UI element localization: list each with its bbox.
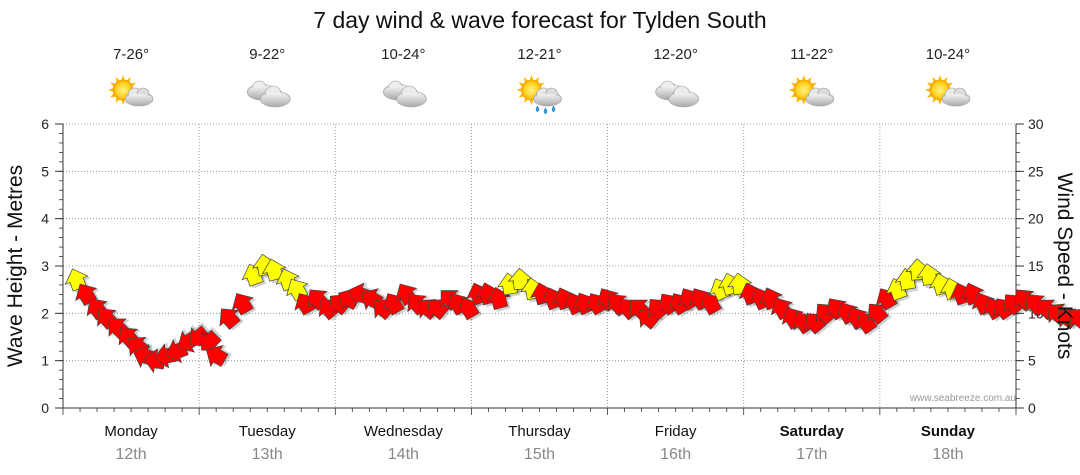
temperature-range: 12-20°: [653, 46, 697, 63]
day-label: Saturday: [780, 423, 845, 440]
y-right-tick-label: 15: [1028, 258, 1044, 274]
date-label: 13th: [252, 446, 283, 463]
chart-title: 7 day wind & wave forecast for Tylden So…: [313, 7, 766, 33]
date-label: 18th: [932, 446, 963, 463]
wind-arrow: [700, 293, 725, 317]
temperature-range: 9-22°: [249, 46, 285, 63]
date-label: 16th: [660, 446, 691, 463]
date-label: 14th: [388, 446, 419, 463]
sun-cloud-icon: [924, 75, 971, 107]
day-label: Sunday: [921, 423, 976, 440]
cloud-icon: [383, 80, 427, 108]
temperature-range: 12-21°: [517, 46, 561, 63]
credit-text: www.seabreeze.com.au: [909, 393, 1016, 404]
wind-arrow: [804, 313, 830, 336]
wind-arrow: [867, 303, 892, 326]
wind-arrow: [231, 293, 257, 317]
y-left-tick-label: 2: [41, 305, 49, 321]
y-right-axis-title: Wind Speed - Knots: [1053, 173, 1076, 360]
y-right-tick-label: 0: [1028, 400, 1036, 416]
cloud-icon: [655, 80, 699, 108]
y-left-tick-label: 1: [41, 353, 49, 369]
y-left-tick-label: 6: [41, 116, 49, 132]
sun-cloud-icon: [108, 75, 154, 107]
y-left-tick-label: 5: [41, 163, 49, 179]
y-right-tick-label: 20: [1028, 211, 1044, 227]
y-right-tick-label: 30: [1028, 116, 1044, 132]
day-label: Thursday: [508, 423, 571, 440]
wind-arrows: [64, 253, 1080, 374]
y-left-tick-label: 0: [41, 400, 49, 416]
temperature-range: 11-22°: [790, 46, 833, 63]
sun-cloud-icon: [788, 75, 835, 107]
sun-cloud-rain-icon: [516, 75, 562, 115]
y-right-tick-label: 25: [1028, 163, 1044, 179]
temperature-range: 7-26°: [113, 46, 149, 63]
day-label: Friday: [655, 423, 697, 440]
temperature-range: 10-24°: [926, 46, 970, 63]
y-left-tick-label: 3: [41, 258, 49, 274]
date-label: 12th: [116, 446, 147, 463]
y-right-tick-label: 5: [1028, 353, 1036, 369]
y-left-tick-label: 4: [41, 211, 49, 227]
weather-icons: 7-26° 9-22° 10-24° 12-21° 12-20° 11-22° 10-24°: [108, 46, 971, 115]
axes: 0123456051015202530Monday12thTuesday13th…: [41, 116, 1044, 463]
day-label: Wednesday: [364, 423, 443, 440]
wind-arrow: [894, 267, 922, 293]
day-label: Tuesday: [239, 423, 296, 440]
wind-arrow: [205, 344, 232, 368]
wind-arrow: [219, 308, 244, 331]
cloud-icon: [246, 80, 291, 108]
day-label: Monday: [104, 423, 158, 440]
y-left-axis-title: Wave Height - Metres: [4, 165, 27, 367]
grid: [63, 123, 1016, 408]
temperature-range: 10-24°: [381, 46, 425, 63]
date-label: 17th: [796, 446, 827, 463]
date-label: 15th: [524, 446, 555, 463]
